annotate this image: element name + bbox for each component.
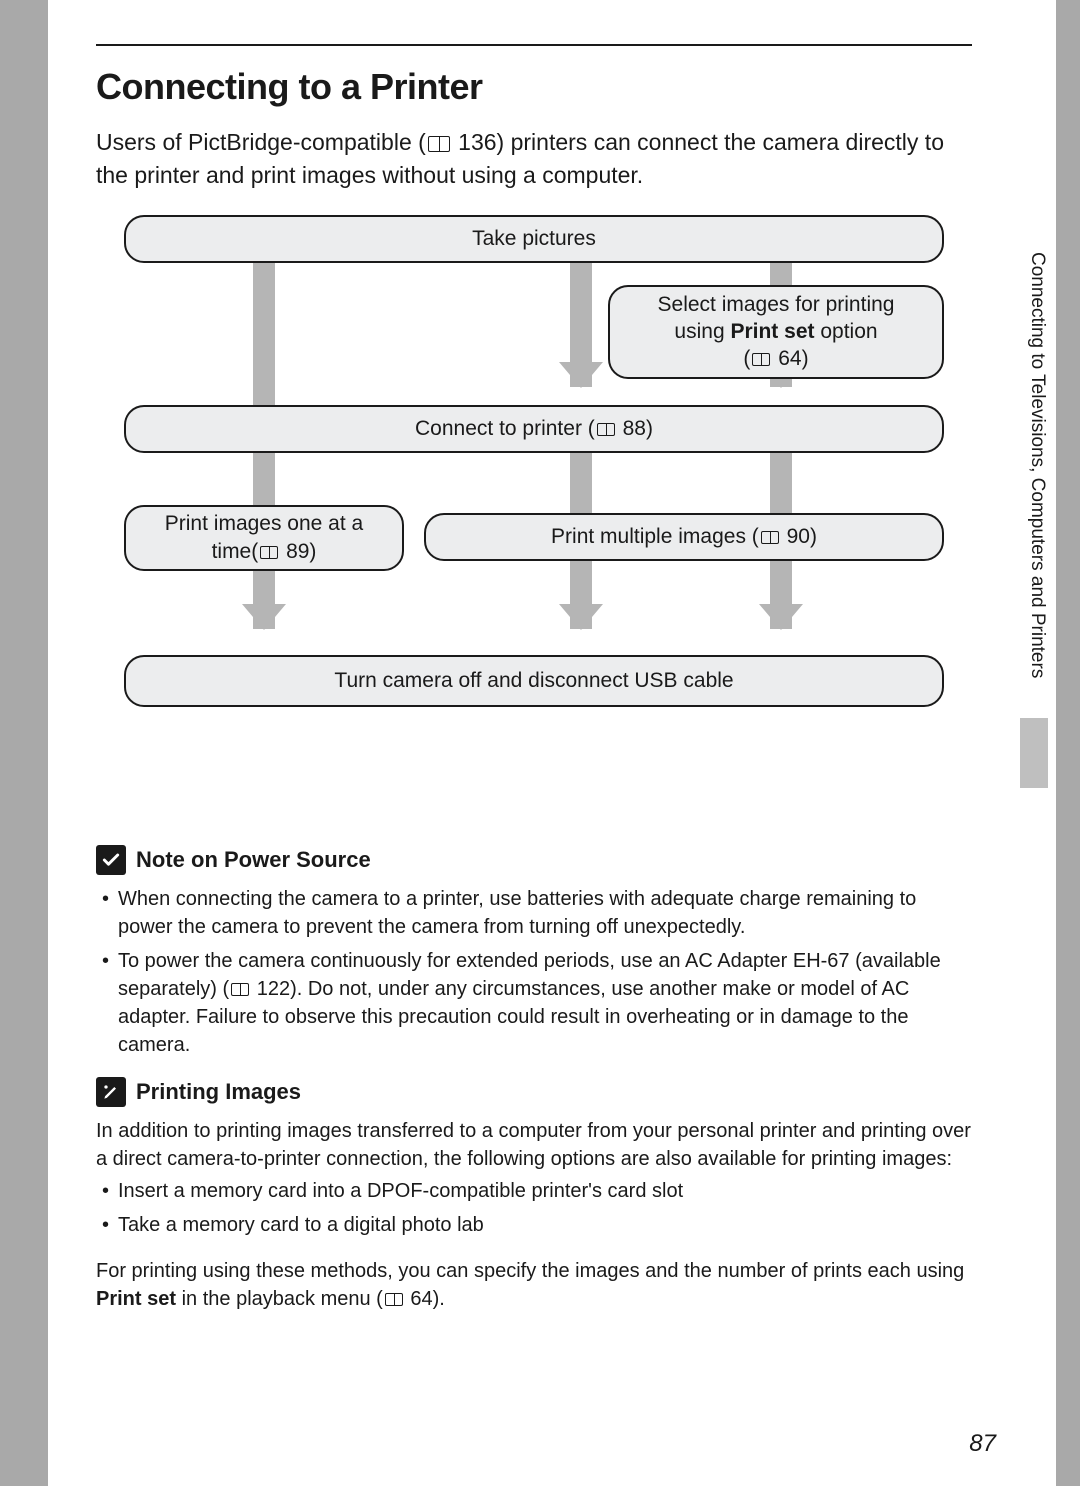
note-bullet: Insert a memory card into a DPOF-compati…	[96, 1177, 972, 1205]
text-bold: Print set	[730, 320, 814, 343]
intro-paragraph: Users of PictBridge-compatible ( 136) pr…	[96, 126, 972, 193]
text: 64)	[772, 347, 808, 370]
flow-node-select-images: Select images for printing using Print s…	[608, 285, 944, 379]
text: Take a memory card to a digital photo la…	[118, 1214, 484, 1236]
flow-arrow	[570, 263, 592, 387]
text: For printing using these methods, you ca…	[96, 1260, 964, 1282]
note-bullet: Take a memory card to a digital photo la…	[96, 1211, 972, 1239]
note-list: Insert a memory card into a DPOF-compati…	[96, 1177, 972, 1239]
side-tab-label: Connecting to Televisions, Computers and…	[1026, 248, 1048, 728]
side-tab: Connecting to Televisions, Computers and…	[1022, 248, 1048, 788]
text: 89)	[280, 540, 316, 563]
text: 88)	[617, 417, 653, 440]
text: When connecting the camera to a printer,…	[118, 888, 916, 938]
text-bold: Print set	[96, 1288, 176, 1310]
note-heading-power: Note on Power Source	[96, 845, 972, 875]
book-icon	[260, 546, 278, 559]
text: Insert a memory card into a DPOF-compati…	[118, 1180, 683, 1202]
pen-icon	[96, 1077, 126, 1107]
text: Select images for printing	[658, 293, 895, 316]
note-list: When connecting the camera to a printer,…	[96, 885, 972, 1059]
side-tab-marker	[1020, 718, 1048, 788]
heading-text: Printing Images	[136, 1079, 301, 1105]
flow-node-take-pictures: Take pictures	[124, 215, 944, 263]
top-rule	[96, 44, 972, 46]
text: option	[815, 320, 878, 343]
book-icon	[385, 1293, 403, 1306]
book-icon	[761, 531, 779, 544]
node-label: Select images for printing using Print s…	[658, 291, 895, 373]
intro-text-a: Users of PictBridge-compatible (	[96, 129, 426, 155]
text: 64).	[405, 1288, 445, 1310]
book-icon	[428, 136, 450, 152]
note-paragraph: In addition to printing images transferr…	[96, 1117, 972, 1173]
heading-text: Note on Power Source	[136, 847, 371, 873]
page: Connecting to a Printer Users of PictBri…	[48, 0, 1056, 1486]
book-icon	[231, 983, 249, 996]
text: 90)	[781, 525, 817, 548]
note-bullet: To power the camera continuously for ext…	[96, 947, 972, 1059]
book-icon	[597, 423, 615, 436]
text: using	[674, 320, 730, 343]
node-label: Take pictures	[472, 225, 596, 252]
flow-node-print-one: Print images one at a time( 89)	[124, 505, 404, 571]
book-icon	[752, 353, 770, 366]
note-paragraph: For printing using these methods, you ca…	[96, 1257, 972, 1313]
text: Print images one at a	[165, 512, 363, 535]
content-column: Connecting to a Printer Users of PictBri…	[96, 44, 972, 1313]
flow-node-print-multiple: Print multiple images ( 90)	[424, 513, 944, 561]
note-bullet: When connecting the camera to a printer,…	[96, 885, 972, 941]
notes-section: Note on Power Source When connecting the…	[96, 845, 972, 1313]
flowchart: Take pictures Select images for printing…	[124, 215, 944, 725]
text: Connect to printer (	[415, 417, 595, 440]
page-title: Connecting to a Printer	[96, 66, 972, 108]
text: Print multiple images (	[551, 525, 759, 548]
node-label: Connect to printer ( 88)	[415, 415, 653, 442]
flow-node-connect-printer: Connect to printer ( 88)	[124, 405, 944, 453]
node-label: Turn camera off and disconnect USB cable	[334, 667, 733, 694]
check-icon	[96, 845, 126, 875]
node-label: Print multiple images ( 90)	[551, 523, 817, 550]
flow-node-disconnect: Turn camera off and disconnect USB cable	[124, 655, 944, 707]
page-number: 87	[969, 1430, 996, 1458]
text: in the playback menu (	[176, 1288, 383, 1310]
text: time(	[212, 540, 259, 563]
node-label: Print images one at a time( 89)	[165, 510, 363, 565]
note-heading-printing: Printing Images	[96, 1077, 972, 1107]
